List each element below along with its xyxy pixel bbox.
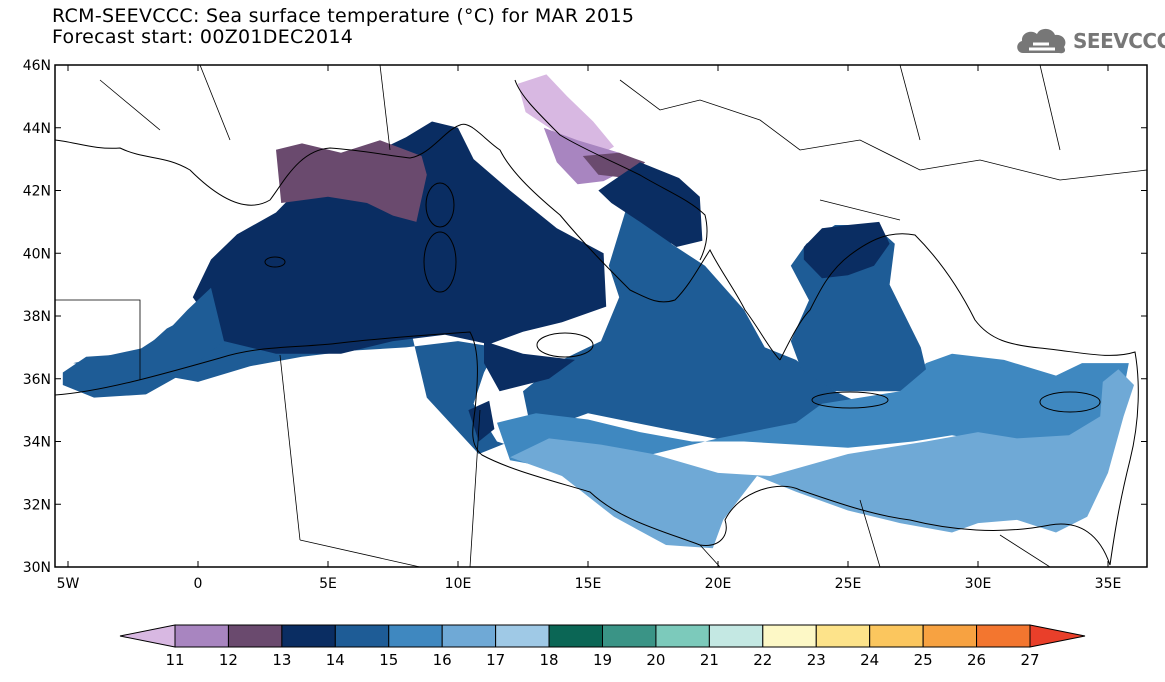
lon-tick-label: 15E (575, 576, 602, 592)
border-lines (55, 65, 1147, 567)
cyprus (1039, 391, 1101, 413)
sst-region-ionian-16 (497, 353, 1129, 470)
lon-tick-label: 30E (965, 576, 992, 592)
map-title: RCM-SEEVCCC: Sea surface temperature (°C… (52, 6, 634, 48)
lon-tick-label: 5E (319, 576, 337, 592)
lon-tick-label: 5W (57, 576, 80, 592)
lon-tick-label: 0 (194, 576, 203, 592)
colorbar-box (922, 624, 978, 648)
colorbar-box (441, 624, 497, 648)
colorbar-box (762, 624, 817, 648)
colorbar-label: 16 (433, 651, 452, 669)
colorbar-box (708, 624, 764, 648)
colorbar-box (334, 624, 390, 648)
sicily (536, 332, 594, 358)
colorbar-label: 20 (646, 651, 665, 669)
colorbar-box (815, 624, 871, 648)
coastline-east (779, 233, 1139, 566)
colorbar-label: 24 (860, 651, 879, 669)
sst-region-western-basin-15 (73, 178, 874, 454)
colorbar-box (655, 624, 710, 648)
lat-tick-label: 30N (23, 560, 51, 576)
mallorca (264, 256, 286, 268)
colorbar-label: 11 (165, 651, 184, 669)
lon-tick-label: 25E (835, 576, 862, 592)
colorbar-box (281, 624, 336, 648)
colorbar-label: 23 (807, 651, 826, 669)
colorbar-box (227, 624, 283, 648)
colorbar-max-triangle (1029, 624, 1086, 648)
colorbar-label: 18 (540, 651, 559, 669)
colorbar-box (495, 624, 550, 648)
lat-tick-label: 32N (23, 497, 51, 513)
sst-region-gulf-of-lion-13 (276, 140, 427, 222)
sst-region-sicily-channel-14 (484, 341, 575, 392)
lat-tick-label: 34N (23, 435, 51, 451)
colorbar-label: 22 (753, 651, 772, 669)
colorbar-box (869, 624, 924, 648)
lat-tick-label: 46N (23, 58, 51, 74)
sst-region-alboran-15 (62, 287, 224, 398)
crete (811, 391, 889, 409)
lat-tick-label: 40N (23, 246, 51, 262)
colorbar-label: 13 (272, 651, 291, 669)
lon-tick-label: 35E (1095, 576, 1122, 592)
colorbar-label: 12 (219, 651, 238, 669)
colorbar-label: 21 (700, 651, 719, 669)
title-line-2: Forecast start: 00Z01DEC2014 (52, 26, 354, 48)
colorbar-label: 25 (914, 651, 933, 669)
lat-tick-label: 36N (23, 372, 51, 388)
lat-tick-label: 38N (23, 309, 51, 325)
colorbar-min-triangle (119, 624, 176, 648)
colorbar-box (602, 624, 657, 648)
sst-region-libyan-shelf-17 (510, 369, 1134, 549)
colorbar-label: 27 (1020, 651, 1039, 669)
colorbar-box (548, 624, 603, 648)
colorbar-label: 17 (486, 651, 505, 669)
lat-tick-label: 44N (23, 121, 51, 137)
lon-tick-label: 10E (445, 576, 472, 592)
colorbar-box (976, 624, 1031, 648)
logo-text: SEEVCCC (1073, 29, 1165, 53)
seevccc-logo: SEEVCCC (1015, 24, 1165, 58)
sst-region-western-basin-14 (192, 121, 607, 354)
colorbar-box (388, 624, 443, 648)
corsica (425, 182, 455, 228)
sardinia (423, 231, 457, 293)
coastline-adriatic (514, 79, 708, 261)
colorbar-label: 26 (967, 651, 986, 669)
title-line-1: RCM-SEEVCCC: Sea surface temperature (°C… (52, 5, 635, 27)
cloud-icon (1017, 28, 1066, 54)
colorbar-label: 19 (593, 651, 612, 669)
sst-region-north-aegean-14 (803, 221, 890, 279)
coastline-south (55, 331, 1111, 566)
sst-region-south-adriatic-14 (598, 162, 703, 247)
colorbar-box (174, 624, 229, 648)
lat-tick-label: 42N (23, 184, 51, 200)
sst-region-north-adriatic-11 (517, 74, 614, 160)
coastline-north (55, 123, 781, 361)
colorbar-label: 14 (326, 651, 345, 669)
lon-tick-label: 20E (705, 576, 732, 592)
colorbar-label: 15 (379, 651, 398, 669)
